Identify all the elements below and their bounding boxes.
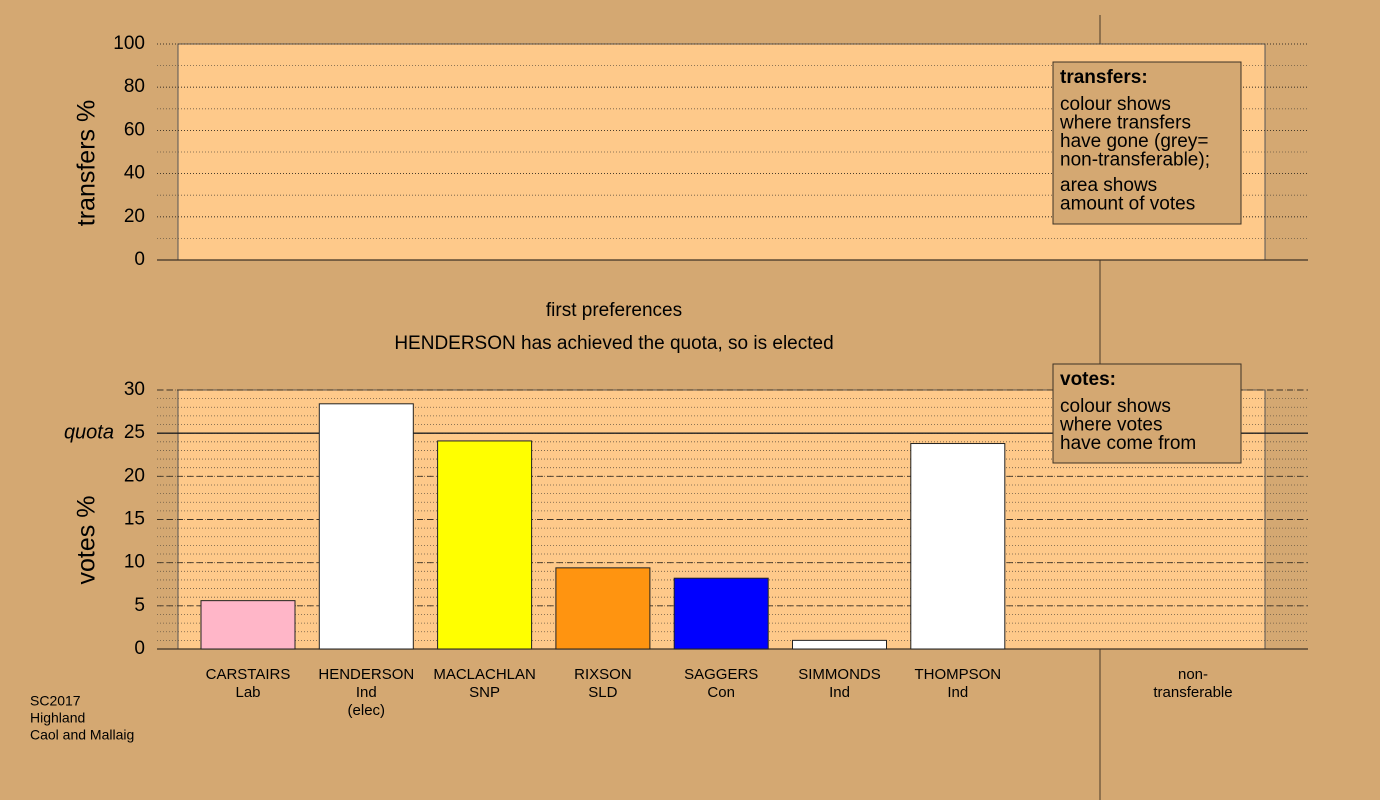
legend-text: have come from	[1060, 433, 1196, 454]
y-tick-label: 0	[134, 249, 145, 270]
legend-text: where transfers	[1059, 113, 1191, 134]
x-tick-label: SNP	[469, 684, 500, 701]
x-tick-label: Ind	[356, 684, 377, 701]
legend-title: votes:	[1060, 369, 1116, 390]
x-tick-label: Con	[707, 684, 735, 701]
x-tick-label: CARSTAIRS	[206, 666, 291, 683]
y-tick-label: 5	[134, 595, 145, 616]
x-tick-label: Ind	[947, 684, 968, 701]
legend-text: amount of votes	[1060, 194, 1195, 215]
y-tick-label: 60	[124, 119, 145, 140]
x-tick-label: RIXSON	[574, 666, 632, 683]
x-tick-label: non-	[1178, 666, 1208, 683]
y-tick-label: 20	[124, 465, 145, 486]
x-tick-label: transferable	[1153, 684, 1232, 701]
legend-text: colour shows	[1060, 396, 1171, 417]
bar	[910, 443, 1006, 650]
legend-text: have gone (grey=	[1060, 131, 1208, 152]
x-tick-label: (elec)	[348, 702, 386, 719]
y-tick-label: 10	[124, 552, 145, 573]
chart-title: first preferences	[546, 300, 682, 321]
x-tick-label: SAGGERS	[684, 666, 758, 683]
y-tick-label: 80	[124, 76, 145, 97]
legend-text: non-transferable);	[1060, 150, 1210, 171]
y-tick-label: 40	[124, 163, 145, 184]
footnote: Caol and Mallaig	[30, 727, 134, 743]
bar	[437, 440, 533, 650]
x-tick-label: HENDERSON	[318, 666, 414, 683]
x-tick-label: MACLACHLAN	[433, 666, 536, 683]
legend-box	[1052, 363, 1242, 464]
y-tick-label: 100	[113, 33, 145, 54]
y-axis-title: votes %	[73, 496, 101, 585]
bar	[200, 600, 296, 650]
footnote: SC2017	[30, 693, 81, 709]
y-tick-label: 15	[124, 509, 145, 530]
x-tick-label: Ind	[829, 684, 850, 701]
legend-box	[1052, 61, 1242, 225]
y-tick-label: 20	[124, 206, 145, 227]
x-tick-label: SLD	[588, 684, 617, 701]
legend-text: area shows	[1060, 175, 1157, 196]
x-tick-label: THOMPSON	[914, 666, 1001, 683]
y-axis-title: transfers %	[73, 100, 101, 226]
legend-title: transfers:	[1060, 67, 1148, 88]
quota-label: quota	[64, 421, 114, 443]
y-tick-label: 25	[124, 422, 145, 443]
bar	[673, 577, 769, 650]
bar	[792, 639, 887, 650]
footnote: Highland	[30, 710, 85, 726]
chart-subtitle: HENDERSON has achieved the quota, so is …	[394, 333, 833, 354]
bar	[555, 567, 651, 650]
legend-text: where votes	[1059, 415, 1162, 436]
bar	[318, 403, 414, 650]
x-tick-label: SIMMONDS	[798, 666, 881, 683]
y-tick-label: 30	[124, 379, 145, 400]
y-tick-label: 0	[134, 638, 145, 659]
x-tick-label: Lab	[235, 684, 260, 701]
legend-text: colour shows	[1060, 94, 1171, 115]
